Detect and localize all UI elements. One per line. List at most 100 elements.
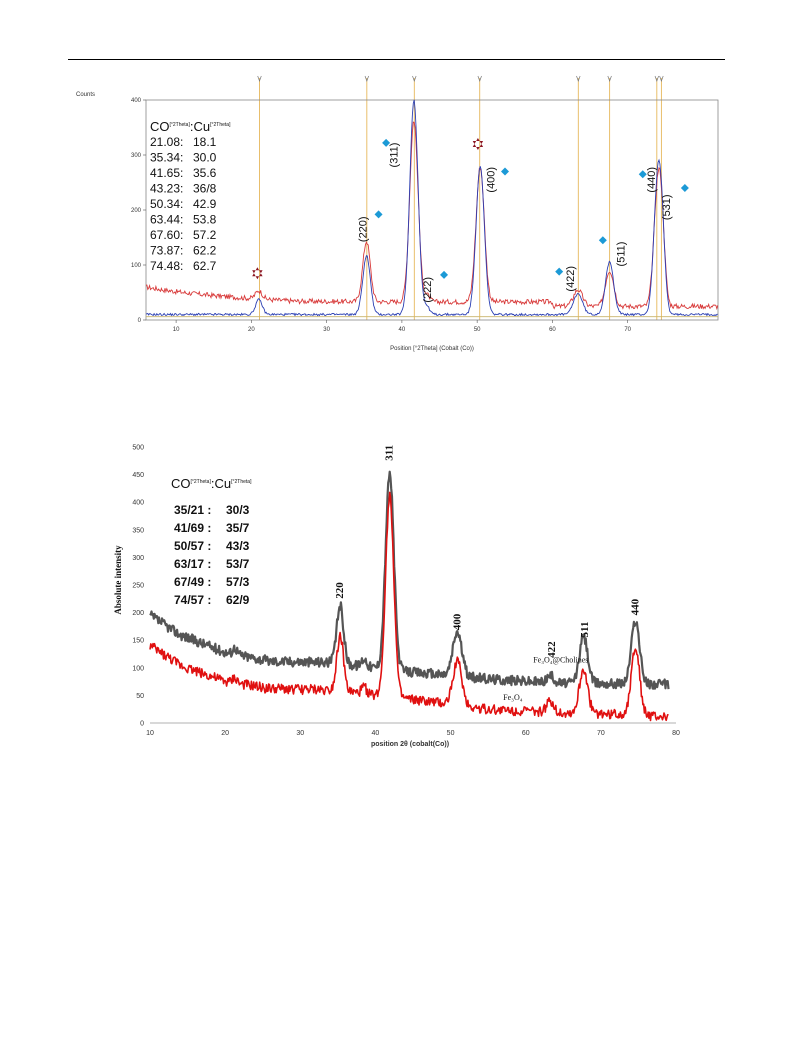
peak-label-1: (311): [388, 143, 400, 168]
phase-markers: [252, 138, 689, 280]
x-tick-label-70: 70: [597, 730, 605, 737]
peak-label-1: 311: [384, 445, 396, 461]
diamond-marker-1: [374, 210, 383, 219]
header-co-unit: [°2Theta]: [170, 122, 191, 128]
y-tick-label-0: 0: [138, 318, 142, 324]
y-tick-label-400: 400: [132, 500, 144, 507]
x-tick-label-60: 60: [522, 730, 530, 737]
x-tick-label-70: 70: [624, 327, 631, 333]
table-header: CO[°2Theta]:Cu[°2Theta]: [150, 119, 231, 134]
table-row-co-2: 41.65:: [150, 166, 183, 180]
header-co: CO: [150, 119, 170, 134]
x-axis-label: Position [°2Theta] (Cobalt (Co)): [390, 346, 474, 352]
y-tick-label-500: 500: [132, 445, 144, 452]
reference-tick-1: [364, 75, 369, 83]
peak-label-5: 440: [629, 598, 641, 615]
table-row-cu-5: 53.8: [193, 213, 217, 227]
header-cu-unit: [°2Theta]: [231, 479, 252, 485]
peak-label-4: (422): [565, 266, 577, 292]
peak-label-0: 220: [334, 582, 346, 599]
y-tick-label-50: 50: [136, 693, 144, 700]
table-row-co-4: 67/49 :: [174, 575, 211, 589]
axis-ticks: 0 50 100 150 200 250 300 350 400 450 500 10 20 30 40 50…: [132, 445, 680, 738]
axis-ticks: 10 20 30 40 50 60 70 0 100 200 300 400: [131, 98, 632, 333]
table-row-cu-3: 36/8: [193, 182, 217, 196]
header-cu: Cu: [214, 476, 231, 491]
header-co: CO: [171, 476, 191, 491]
reference-tick-6: [654, 75, 659, 83]
x-tick-label-80: 80: [672, 730, 680, 737]
reference-lines: [257, 75, 664, 320]
reference-tick-0: [257, 75, 262, 83]
reference-tick-4: [576, 75, 581, 83]
y-tick-label-300: 300: [131, 153, 142, 159]
peak-label-4: 511: [579, 622, 591, 638]
x-tick-label-20: 20: [248, 327, 255, 333]
series-line-1: [149, 491, 669, 722]
table-row-co-1: 41/69 :: [174, 521, 211, 535]
peak-label-2: 400: [451, 613, 463, 630]
y-tick-label-150: 150: [132, 638, 144, 645]
table-row-cu-2: 43/3: [226, 539, 250, 553]
table-row-co-3: 43.23:: [150, 182, 183, 196]
table-row-cu-4: 57/3: [226, 575, 250, 589]
x-tick-label-30: 30: [323, 327, 330, 333]
peak-label-6: (440): [646, 167, 658, 193]
header-sep: :: [190, 119, 194, 134]
x-tick-label-40: 40: [372, 730, 380, 737]
y-tick-label-0: 0: [140, 721, 144, 728]
header-cu: Cu: [193, 119, 210, 134]
series-labels: Fe₃O₄@Cholines Fe₃O₄: [503, 655, 588, 702]
diamond-marker-3: [501, 167, 510, 176]
table-row-cu-2: 35.6: [193, 166, 217, 180]
y-tick-label-350: 350: [132, 527, 144, 534]
table-row-cu-8: 62.7: [193, 259, 217, 273]
table-row-cu-3: 53/7: [226, 557, 250, 571]
table-row-cu-6: 57.2: [193, 228, 217, 242]
peak-label-7: (531): [661, 194, 673, 220]
peak-label-0: (220): [358, 216, 370, 242]
table-row-cu-0: 18.1: [193, 135, 217, 149]
x-tick-label-10: 10: [146, 730, 154, 737]
reference-tick-2: [412, 75, 417, 83]
y-tick-label-200: 200: [131, 208, 142, 214]
table-row-cu-7: 62.2: [193, 244, 217, 258]
y-tick-label-450: 450: [132, 472, 144, 479]
table-row-co-3: 63/17 :: [174, 557, 211, 571]
table-row-cu-4: 42.9: [193, 197, 217, 211]
peak-label-5: (511): [616, 242, 628, 267]
diamond-marker-6: [638, 170, 647, 179]
xrd-chart-top: Counts 10 20 30 40 50 60 70 0 100 200 300 400 (220)…: [76, 75, 719, 352]
table-row-co-0: 21.08:: [150, 135, 183, 149]
data-lines: [145, 99, 719, 318]
peak-labels: 220 311 400 422 511 440: [334, 445, 641, 658]
table-row-co-7: 73.87:: [150, 244, 183, 258]
header-co-unit: [°2Theta]: [191, 479, 212, 485]
x-tick-label-50: 50: [474, 327, 481, 333]
table-row-co-2: 50/57 :: [174, 539, 211, 553]
y-axis-label: Counts: [76, 92, 95, 98]
table-row-cu-5: 62/9: [226, 593, 250, 607]
table-row-co-8: 74.48:: [150, 259, 183, 273]
x-tick-label-10: 10: [173, 327, 180, 333]
peak-label-2: (222): [422, 277, 434, 303]
table-rows: 21.08: 18.1 35.34: 30.0 41.65: 35.6 43.23: 36/8…: [150, 135, 217, 273]
diamond-marker-4: [555, 267, 564, 276]
series-label-1: Fe₃O₄: [503, 693, 523, 702]
y-tick-label-300: 300: [132, 555, 144, 562]
series-red-line: [146, 121, 719, 311]
table-row-cu-0: 30/3: [226, 503, 250, 517]
y-tick-label-400: 400: [131, 98, 142, 104]
page-header-rule: [68, 59, 725, 60]
header-cu-unit: [°2Theta]: [210, 122, 231, 128]
table-rows: 35/21 : 30/3 41/69 : 35/7 50/57 : 43/3 63/17 :…: [174, 503, 250, 607]
peak-label-3: 422: [546, 641, 558, 658]
y-tick-label-200: 200: [132, 610, 144, 617]
diamond-marker-5: [598, 236, 607, 245]
x-tick-label-20: 20: [221, 730, 229, 737]
x-tick-label-50: 50: [447, 730, 455, 737]
x-tick-label-30: 30: [296, 730, 304, 737]
y-tick-label-100: 100: [132, 665, 144, 672]
star-marker-0: [252, 267, 263, 280]
diamond-marker-7: [680, 184, 689, 192]
